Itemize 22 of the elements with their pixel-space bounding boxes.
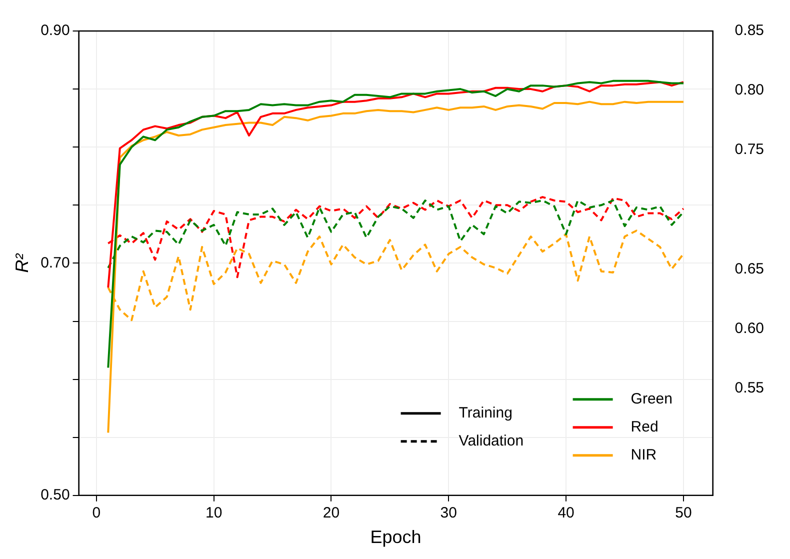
x-tick-label: 40: [558, 504, 574, 522]
y2-tick-label: 0.75: [734, 141, 764, 158]
y2-tick-label: 0.60: [734, 320, 764, 337]
y2-tick-label: 0.85: [734, 22, 764, 40]
y-tick-label: 0.70: [40, 254, 70, 272]
x-tick-label: 10: [205, 504, 222, 522]
annotation: Training: [458, 404, 512, 422]
x-axis-title: Epoch: [370, 527, 422, 548]
y2-tick-label: 0.65: [734, 260, 764, 278]
y2-tick-label: 0.55: [734, 379, 764, 396]
y-axis-title: R²: [12, 252, 32, 273]
x-tick-label: 50: [675, 504, 692, 522]
legend-label: Green: [630, 390, 673, 408]
legend-label: Red: [630, 418, 658, 436]
y-tick-label: 0.50: [40, 486, 70, 504]
x-tick-label: 20: [322, 504, 340, 522]
y-tick-label: 0.90: [40, 22, 70, 40]
legend-label: NIR: [630, 446, 657, 464]
annotation: Validation: [458, 432, 524, 450]
x-tick-label: 30: [440, 504, 457, 522]
y2-tick-label: 0.80: [734, 82, 764, 99]
x-tick-label: 0: [92, 504, 101, 522]
